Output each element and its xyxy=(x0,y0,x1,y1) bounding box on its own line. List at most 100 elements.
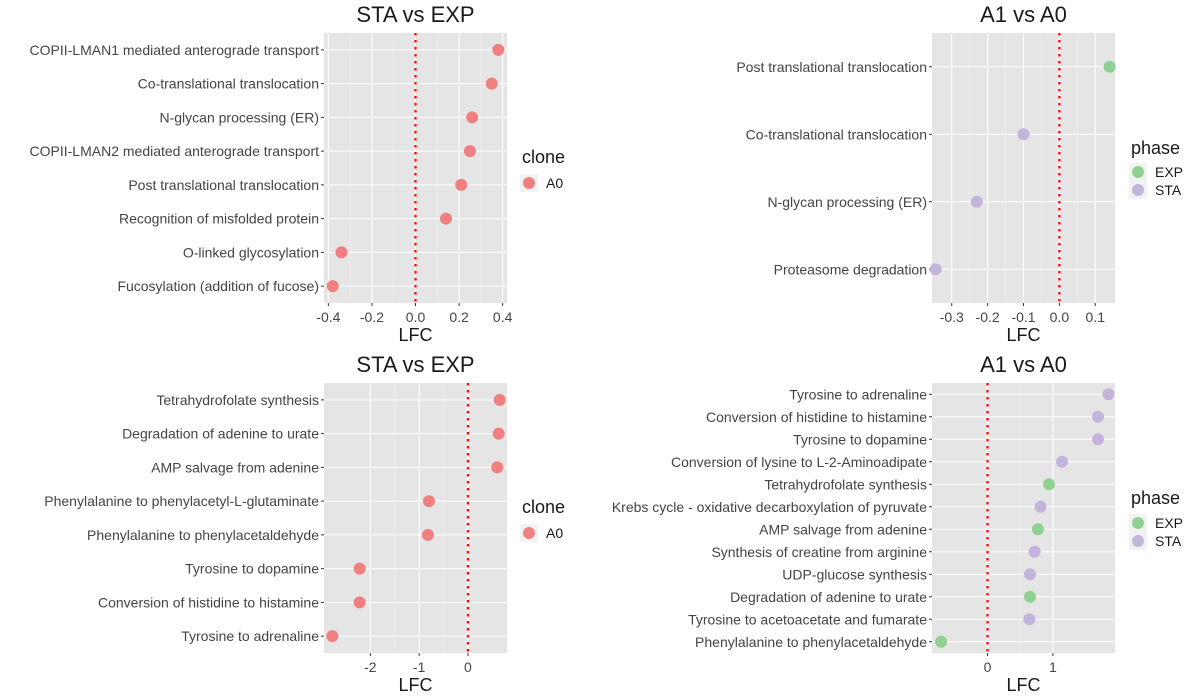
y-tick-label: Recognition of misfolded protein xyxy=(119,211,319,227)
y-tick-label: Conversion of histidine to histamine xyxy=(706,409,927,425)
legend-label: EXP xyxy=(1155,164,1183,180)
y-tick-label: Degradation of adenine to urate xyxy=(730,589,927,605)
y-tick-label: Degradation of adenine to urate xyxy=(122,426,319,442)
y-tick-label: Co-translational translocation xyxy=(746,126,927,142)
chart-title: STA vs EXP xyxy=(356,2,474,27)
chart-title: STA vs EXP xyxy=(356,352,474,377)
y-tick-label: N-glycan processing (ER) xyxy=(160,109,320,125)
x-tick-label: -0.2 xyxy=(976,309,1000,325)
chart-panel-4: Tyrosine to adrenaline Conversion of hist… xyxy=(612,352,1183,695)
legend-label: A0 xyxy=(546,525,563,541)
y-tick-label: AMP salvage from adenine xyxy=(151,459,319,475)
y-tick-label: Tetrahydrofolate synthesis xyxy=(156,392,319,408)
legend-title: clone xyxy=(522,147,565,167)
data-point xyxy=(1056,455,1069,468)
x-tick-label: 0.1 xyxy=(1086,309,1106,325)
x-tick-label: 0 xyxy=(464,659,472,675)
legend-key xyxy=(523,177,535,189)
x-axis-label: LFC xyxy=(398,325,432,345)
data-point xyxy=(1024,590,1037,603)
data-point xyxy=(1092,410,1105,423)
legend: clone A0 xyxy=(520,147,565,192)
chart-panels: COPII-LMAN1 mediated anterograde transpo… xyxy=(30,2,1184,695)
data-point xyxy=(1031,523,1044,536)
data-point xyxy=(463,145,476,158)
data-point xyxy=(455,178,468,191)
y-tick-label: AMP salvage from adenine xyxy=(759,521,927,537)
legend-key xyxy=(523,527,535,539)
chart-title: A1 vs A0 xyxy=(980,352,1067,377)
data-point xyxy=(492,427,505,440)
chart-title: A1 vs A0 xyxy=(980,2,1067,27)
data-point xyxy=(1028,545,1041,558)
data-point xyxy=(1024,568,1037,581)
y-tick-label: COPII-LMAN2 mediated anterograde transpo… xyxy=(30,143,320,159)
legend-key xyxy=(1132,166,1144,178)
plot-panel-background xyxy=(932,383,1115,653)
data-point xyxy=(1092,433,1105,446)
data-point xyxy=(970,195,983,208)
data-point xyxy=(353,596,366,609)
data-point xyxy=(1042,478,1055,491)
y-tick-label: Proteasome degradation xyxy=(774,261,927,277)
x-tick-label: -0.3 xyxy=(940,309,964,325)
x-tick-label: -2 xyxy=(364,659,377,675)
x-tick-label: 0.2 xyxy=(449,309,469,325)
data-point xyxy=(1034,500,1047,513)
x-tick-label: -0.1 xyxy=(1011,309,1035,325)
data-point xyxy=(1017,128,1030,141)
x-axis-label: LFC xyxy=(1006,675,1040,695)
x-tick-label: -1 xyxy=(413,659,426,675)
data-point xyxy=(421,528,434,541)
y-tick-label: Tyrosine to dopamine xyxy=(185,561,319,577)
y-tick-label: Krebs cycle - oxidative decarboxylation … xyxy=(612,499,927,515)
data-point xyxy=(493,393,506,406)
legend-key xyxy=(1132,184,1144,196)
data-point xyxy=(466,111,479,124)
legend-label: STA xyxy=(1155,182,1182,198)
legend-label: A0 xyxy=(546,175,563,191)
legend-key xyxy=(1132,535,1144,547)
data-point xyxy=(326,630,339,643)
data-point xyxy=(929,263,942,276)
x-tick-label: -0.2 xyxy=(360,309,384,325)
x-tick-label: 1 xyxy=(1049,659,1057,675)
y-tick-label: Synthesis of creatine from arginine xyxy=(711,544,927,560)
y-tick-label: COPII-LMAN1 mediated anterograde transpo… xyxy=(30,42,320,58)
chart-panel-3: Tetrahydrofolate synthesis Degradation of… xyxy=(44,352,565,695)
legend-label: STA xyxy=(1155,533,1182,549)
y-tick-label: Phenylalanine to phenylacetyl-L-glutamin… xyxy=(44,493,319,509)
y-tick-label: Co-translational translocation xyxy=(138,76,319,92)
y-tick-label: Conversion of lysine to L-2-Aminoadipate xyxy=(671,454,927,470)
legend-title: phase xyxy=(1131,488,1180,508)
data-point xyxy=(1023,613,1036,626)
x-tick-label: 0.0 xyxy=(406,309,426,325)
legend: phase EXP STA xyxy=(1129,138,1183,199)
y-tick-label: Phenylalanine to phenylacetaldehyde xyxy=(695,634,927,650)
data-point xyxy=(492,43,505,56)
data-point xyxy=(353,562,366,575)
y-tick-label: UDP-glucose synthesis xyxy=(782,566,927,582)
legend-title: phase xyxy=(1131,138,1180,158)
plot-panel-background xyxy=(324,383,507,653)
y-tick-label: N-glycan processing (ER) xyxy=(768,194,928,210)
x-tick-label: 0.4 xyxy=(493,309,513,325)
y-tick-label: Phenylalanine to phenylacetaldehyde xyxy=(87,527,319,543)
y-tick-label: Post translational translocation xyxy=(736,59,927,75)
y-tick-label: Tetrahydrofolate synthesis xyxy=(764,476,927,492)
y-tick-label: Tyrosine to acetoacetate and fumarate xyxy=(688,611,927,627)
data-point xyxy=(485,77,498,90)
y-tick-label: Tyrosine to adrenaline xyxy=(789,386,927,402)
x-tick-label: -0.4 xyxy=(316,309,340,325)
legend-label: EXP xyxy=(1155,515,1183,531)
x-tick-label: 0.0 xyxy=(1050,309,1070,325)
data-point xyxy=(335,246,348,259)
legend: phase EXP STA xyxy=(1129,488,1183,550)
y-tick-label: Post translational translocation xyxy=(128,177,319,193)
data-point xyxy=(935,635,948,648)
x-axis-label: LFC xyxy=(398,675,432,695)
chart-panel-1: COPII-LMAN1 mediated anterograde transpo… xyxy=(30,2,566,345)
y-tick-label: Tyrosine to dopamine xyxy=(793,431,927,447)
y-tick-label: O-linked glycosylation xyxy=(183,244,319,260)
